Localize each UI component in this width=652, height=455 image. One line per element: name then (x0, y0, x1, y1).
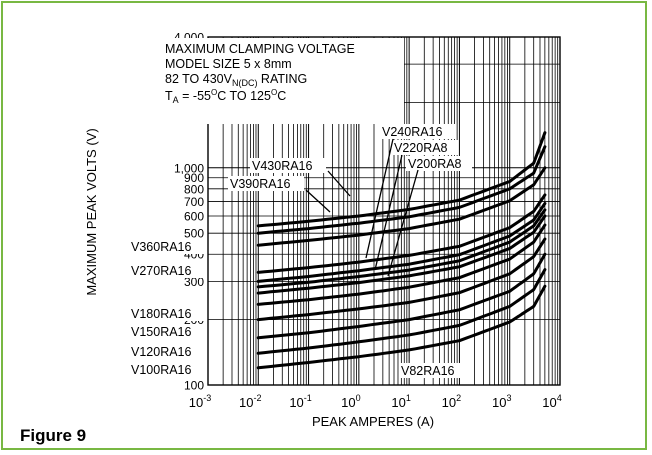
x-axis-label: PEAK AMPERES (A) (312, 414, 434, 429)
y-tick-label: 900 (184, 171, 204, 185)
x-tick-label: 103 (492, 393, 511, 410)
series-label-v270ra16: V270RA16 (131, 264, 192, 278)
x-tick-label: 10-1 (289, 393, 311, 410)
x-tick-labels: 10-3 10-2 10-1 100 101 102 103 104 (189, 393, 562, 410)
info-line-4-b: C TO 125 (217, 89, 271, 103)
series-label-v360ra16: V360RA16 (131, 240, 192, 254)
label-bg-v100 (129, 362, 205, 377)
x-tick-exponent: 3 (506, 393, 511, 403)
y-tick-label: 800 (184, 182, 204, 196)
series-curve-v120ra16 (256, 252, 547, 340)
series-labels: V430RA16 V390RA16 V240RA16 V220RA8 V200R… (129, 124, 472, 378)
label-bg-v360 (129, 239, 205, 254)
series-curves (256, 131, 547, 370)
pointer-arrows (305, 138, 419, 277)
info-line-4-sup2: O (271, 88, 277, 97)
arrow-v430 (327, 170, 351, 197)
x-tick-exponent: 4 (557, 393, 562, 403)
series-label-v200ra8: V200RA8 (408, 157, 462, 171)
y-axis-label: MAXIMUM PEAK VOLTS (V) (84, 128, 99, 295)
y-tick-label: 600 (184, 209, 204, 223)
info-line-3: 82 TO 430VN(DC) RATING (165, 72, 307, 88)
series-curve-v200ra8 (256, 214, 547, 295)
series-curve-v100ra16 (256, 268, 547, 355)
figure-label: Figure 9 (20, 426, 87, 445)
info-line-4-t: T (165, 89, 173, 103)
x-tick-base: 10 (391, 395, 405, 410)
plot-border (207, 36, 561, 386)
x-tick-exponent: 0 (356, 393, 361, 403)
label-bg-v240 (380, 124, 456, 139)
label-bg-v270 (129, 263, 205, 278)
label-bg-v82 (399, 363, 467, 378)
series-label-v430ra16: V430RA16 (252, 159, 313, 173)
y-tick-label: 100 (184, 379, 204, 393)
info-line-3-pre: 82 TO 430V (165, 72, 233, 86)
arrow-v220 (374, 154, 403, 271)
series-label-v120ra16: V120RA16 (131, 345, 192, 359)
arrow-v390 (305, 189, 331, 213)
x-tick-label: 10-2 (239, 393, 261, 410)
series-label-v180ra16: V180RA16 (131, 307, 192, 321)
x-tick-base: 10 (289, 395, 303, 410)
info-box (161, 38, 404, 124)
x-tick-exponent: -3 (203, 393, 211, 403)
series-curve-v150ra16 (256, 237, 547, 322)
label-bg-v120 (129, 344, 205, 359)
series-curve-v180ra16 (256, 223, 547, 306)
info-line-1: MAXIMUM CLAMPING VOLTAGE (165, 42, 355, 56)
info-line-4-tsub: A (173, 95, 179, 105)
series-label-v390ra16: V390RA16 (230, 177, 291, 191)
series-label-v220ra8: V220RA8 (394, 141, 448, 155)
series-curve-v220ra8 (256, 208, 547, 289)
series-curve-v270ra16 (256, 193, 547, 274)
x-tick-exponent: 2 (456, 393, 461, 403)
info-line-4-sup1: O (211, 88, 217, 97)
x-tick-exponent: 1 (406, 393, 411, 403)
label-bg-v430 (250, 158, 326, 173)
arrow-v200 (387, 169, 419, 277)
series-label-v150ra16: V150RA16 (131, 325, 192, 339)
x-tick-base: 10 (239, 395, 253, 410)
label-bg-v220 (392, 140, 458, 155)
x-tick-exponent: -2 (254, 393, 262, 403)
x-tick-base: 10 (542, 395, 556, 410)
info-line-3-post: RATING (257, 72, 307, 86)
series-curve-v360ra16 (256, 166, 547, 247)
x-tick-base: 10 (442, 395, 456, 410)
series-label-v100ra16: V100RA16 (131, 363, 192, 377)
series-curve-v240ra16 (256, 202, 547, 283)
x-tick-base: 10 (189, 395, 203, 410)
info-line-3-sub: N(DC) (232, 78, 258, 88)
series-curve-v430ra16 (256, 131, 547, 228)
series-label-v82ra16: V82RA16 (401, 364, 455, 378)
y-tick-label: 700 (184, 195, 204, 209)
series-label-v240ra16: V240RA16 (382, 125, 443, 139)
x-tick-base: 10 (492, 395, 506, 410)
arrow-v240 (365, 138, 394, 259)
info-line-2: MODEL SIZE 5 x 8mm (165, 57, 292, 71)
x-tick-base: 10 (341, 395, 355, 410)
x-tick-label: 104 (542, 393, 561, 410)
info-line-4: TA = -55OC TO 125OC (165, 88, 286, 105)
series-curve-v390ra16 (256, 145, 547, 235)
x-tick-label: 10-3 (189, 393, 211, 410)
x-tick-label: 100 (341, 393, 360, 410)
x-tick-exponent: -1 (304, 393, 312, 403)
info-line-4-a: = -55 (179, 89, 211, 103)
info-line-4-c: C (277, 89, 286, 103)
y-tick-label: 300 (184, 275, 204, 289)
label-bg-v150 (129, 324, 205, 339)
label-bg-v200 (406, 156, 472, 171)
x-tick-label: 101 (391, 393, 410, 410)
label-bg-v390 (228, 176, 304, 191)
y-tick-label: 500 (184, 227, 204, 241)
label-bg-v180 (129, 306, 205, 321)
series-curve-v82ra16 (256, 284, 547, 370)
y-tick-label: 1,000 (174, 161, 204, 175)
x-tick-label: 102 (442, 393, 461, 410)
